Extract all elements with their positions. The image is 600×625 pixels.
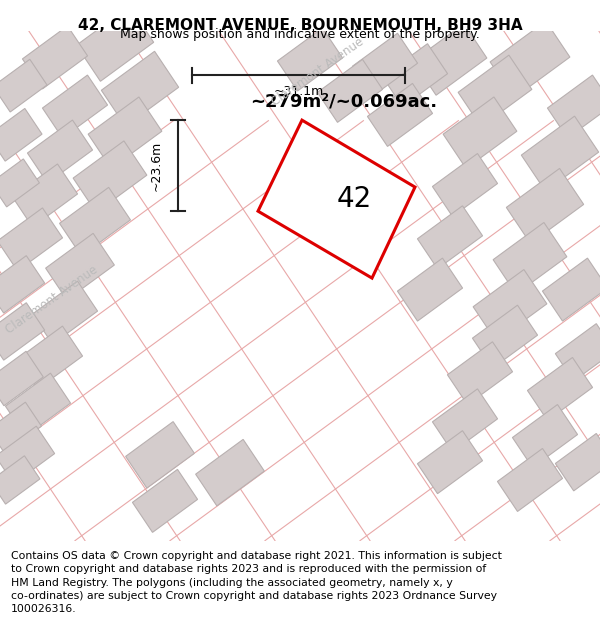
Polygon shape <box>88 97 162 169</box>
Text: Contains OS data © Crown copyright and database right 2021. This information is : Contains OS data © Crown copyright and d… <box>11 551 502 614</box>
Polygon shape <box>542 258 600 321</box>
Polygon shape <box>46 233 115 300</box>
Polygon shape <box>13 164 77 227</box>
Polygon shape <box>433 154 497 216</box>
Polygon shape <box>433 389 497 452</box>
Polygon shape <box>0 402 41 453</box>
Polygon shape <box>0 256 44 313</box>
Polygon shape <box>497 449 563 511</box>
Text: Map shows position and indicative extent of the property.: Map shows position and indicative extent… <box>120 28 480 41</box>
Polygon shape <box>258 120 415 278</box>
Polygon shape <box>506 168 584 243</box>
Polygon shape <box>28 120 92 183</box>
Polygon shape <box>556 434 600 491</box>
Text: Claremont Avenue: Claremont Avenue <box>269 36 367 109</box>
Polygon shape <box>512 404 578 468</box>
Polygon shape <box>527 357 593 421</box>
Polygon shape <box>367 83 433 146</box>
Polygon shape <box>0 208 62 271</box>
Polygon shape <box>277 28 343 91</box>
Text: 42, CLAREMONT AVENUE, BOURNEMOUTH, BH9 3HA: 42, CLAREMONT AVENUE, BOURNEMOUTH, BH9 3… <box>77 18 523 32</box>
Polygon shape <box>547 75 600 138</box>
Polygon shape <box>556 324 600 381</box>
Polygon shape <box>0 426 55 484</box>
Polygon shape <box>317 59 383 122</box>
Polygon shape <box>473 269 547 341</box>
Polygon shape <box>397 258 463 321</box>
Polygon shape <box>418 431 482 494</box>
Polygon shape <box>382 44 448 107</box>
Polygon shape <box>5 373 71 436</box>
Polygon shape <box>521 116 599 191</box>
Text: Claremont Avenue: Claremont Avenue <box>4 263 100 337</box>
Polygon shape <box>76 6 154 81</box>
Polygon shape <box>32 281 98 344</box>
Polygon shape <box>490 21 570 98</box>
Polygon shape <box>0 351 43 406</box>
Polygon shape <box>0 159 40 207</box>
Polygon shape <box>196 439 265 506</box>
Polygon shape <box>443 97 517 169</box>
Polygon shape <box>22 26 88 89</box>
Polygon shape <box>448 342 512 405</box>
Polygon shape <box>43 75 107 138</box>
Polygon shape <box>133 469 197 532</box>
Text: ~31.1m: ~31.1m <box>274 86 323 98</box>
Polygon shape <box>0 59 47 112</box>
Text: ~279m²/~0.069ac.: ~279m²/~0.069ac. <box>250 92 437 111</box>
Polygon shape <box>352 33 418 96</box>
Polygon shape <box>493 222 567 294</box>
Polygon shape <box>59 188 130 256</box>
Polygon shape <box>0 109 42 161</box>
Text: 42: 42 <box>337 185 373 213</box>
Polygon shape <box>125 422 194 488</box>
Polygon shape <box>17 326 83 389</box>
Polygon shape <box>101 51 179 126</box>
Polygon shape <box>472 305 538 368</box>
Polygon shape <box>73 141 147 212</box>
Polygon shape <box>458 55 532 127</box>
Polygon shape <box>418 206 482 269</box>
Text: ~23.6m: ~23.6m <box>149 141 163 191</box>
Polygon shape <box>0 302 44 360</box>
Polygon shape <box>413 24 487 95</box>
Polygon shape <box>0 456 40 504</box>
